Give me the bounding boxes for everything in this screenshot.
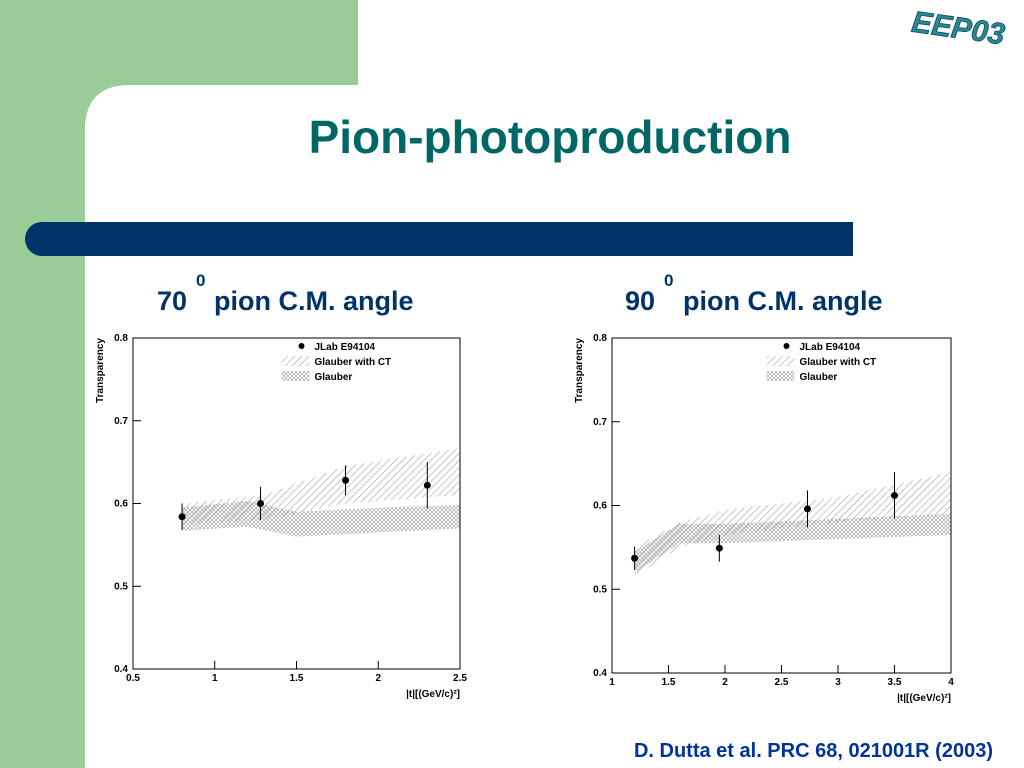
divider-bar <box>25 222 853 256</box>
y-tick-label: 0.6 <box>593 501 607 512</box>
chart-title-superscript: 0 <box>196 271 205 290</box>
band <box>634 513 951 573</box>
chart-title-rest: pion C.M. angle <box>214 286 414 316</box>
y-tick-label: 0.4 <box>114 664 128 675</box>
y-tick-label: 0.5 <box>114 581 128 592</box>
legend-label: Glauber <box>800 372 838 383</box>
x-tick-label: 2.5 <box>453 673 467 684</box>
y-tick-label: 0.6 <box>114 499 128 510</box>
content-area <box>85 85 1024 768</box>
x-tick-label: 2 <box>375 673 381 684</box>
x-tick-label: 3.5 <box>888 677 902 688</box>
legend-label: JLab E94104 <box>315 342 376 353</box>
legend-swatch <box>766 371 795 381</box>
x-axis-label: |t|[(GeV/c)²] <box>406 689 460 700</box>
citation: D. Dutta et al. PRC 68, 021001R (2003) <box>634 740 993 762</box>
x-tick-label: 1.5 <box>662 677 676 688</box>
x-tick-label: 0.5 <box>126 673 140 684</box>
y-axis-label: Transparency <box>574 338 585 403</box>
x-axis-label: |t|[(GeV/c)²] <box>897 693 951 704</box>
data-point <box>423 481 431 489</box>
y-tick-label: 0.7 <box>593 417 607 428</box>
chart-title-superscript: 0 <box>664 271 673 290</box>
x-tick-label: 2.5 <box>775 677 789 688</box>
slide-title: Pion-photoproduction <box>309 111 792 163</box>
legend-marker <box>783 343 790 349</box>
legend-label: Glauber with CT <box>800 357 877 368</box>
chart-title: 70 <box>157 286 187 316</box>
y-tick-label: 0.7 <box>114 416 128 427</box>
legend-swatch <box>281 356 310 366</box>
x-tick-label: 1 <box>212 673 218 684</box>
legend-swatch <box>281 371 310 381</box>
y-tick-label: 0.4 <box>593 668 607 679</box>
legend-label: JLab E94104 <box>800 342 861 353</box>
x-tick-label: 2 <box>722 677 728 688</box>
y-tick-label: 0.5 <box>593 584 607 595</box>
data-point <box>803 505 811 513</box>
data-point <box>342 476 350 484</box>
legend-marker <box>298 343 305 349</box>
x-tick-label: 1.5 <box>290 673 304 684</box>
x-tick-label: 4 <box>948 677 954 688</box>
data-point <box>257 500 265 507</box>
legend-swatch <box>766 356 795 366</box>
data-point <box>891 491 898 499</box>
x-tick-label: 3 <box>835 677 841 688</box>
y-tick-label: 0.8 <box>593 333 607 344</box>
legend-label: Glauber <box>315 372 353 383</box>
data-point <box>178 513 186 521</box>
x-tick-label: 1 <box>609 677 615 688</box>
y-tick-label: 0.8 <box>114 333 128 344</box>
legend-label: Glauber with CT <box>315 357 392 368</box>
y-axis-label: Transparency <box>95 338 106 403</box>
data-point <box>631 554 639 562</box>
band <box>182 501 461 537</box>
header-area <box>358 0 1024 85</box>
chart-title-rest: pion C.M. angle <box>683 286 883 316</box>
chart-title: 90 <box>625 286 655 316</box>
data-point <box>715 544 723 552</box>
